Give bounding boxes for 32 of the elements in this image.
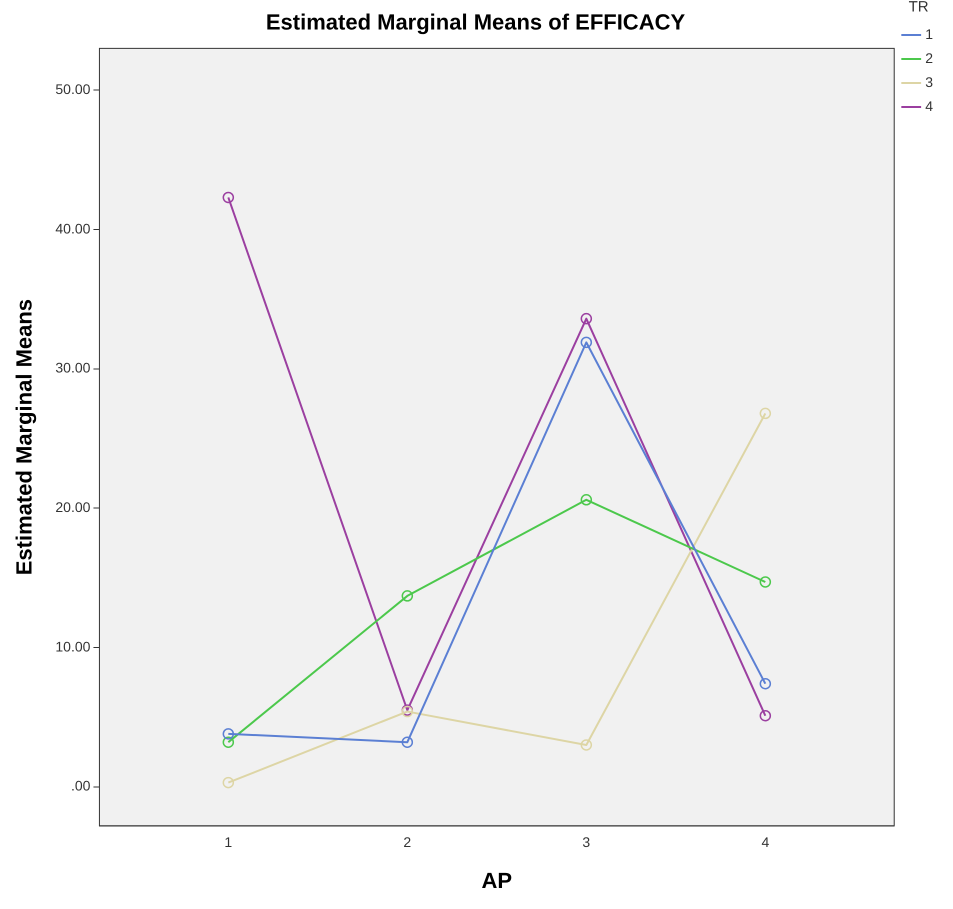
y-tick-label: .00 — [70, 778, 91, 794]
y-tick-label: 10.00 — [55, 638, 91, 654]
y-tick-label: 50.00 — [55, 81, 91, 98]
point — [222, 728, 234, 740]
point — [222, 192, 234, 204]
legend-title: TR — [908, 0, 929, 16]
legend-label: 4 — [925, 98, 934, 114]
point — [222, 776, 234, 788]
legend-label: 1 — [925, 26, 934, 42]
x-tick-label: 2 — [403, 834, 412, 850]
point — [580, 312, 592, 324]
chart-title: Estimated Marginal Means of EFFICACY — [266, 9, 686, 34]
legend-label: 3 — [925, 74, 934, 90]
point — [580, 494, 592, 506]
point — [580, 739, 592, 751]
y-tick-label: 20.00 — [55, 499, 91, 516]
y-tick-label: 40.00 — [55, 220, 91, 236]
point — [402, 736, 414, 748]
point — [222, 736, 234, 748]
x-tick-label: 3 — [582, 834, 590, 850]
x-axis-title: AP — [482, 868, 512, 893]
point — [760, 576, 772, 588]
point — [760, 408, 772, 420]
y-axis-title: Estimated Marginal Means — [11, 298, 36, 576]
y-tick-label: 30.00 — [55, 360, 91, 376]
point — [580, 336, 592, 348]
point — [760, 710, 772, 722]
point — [760, 678, 772, 690]
legend-label: 2 — [925, 50, 934, 66]
x-tick-label: 4 — [761, 834, 770, 850]
point — [402, 590, 414, 602]
x-tick-label: 1 — [224, 834, 232, 850]
